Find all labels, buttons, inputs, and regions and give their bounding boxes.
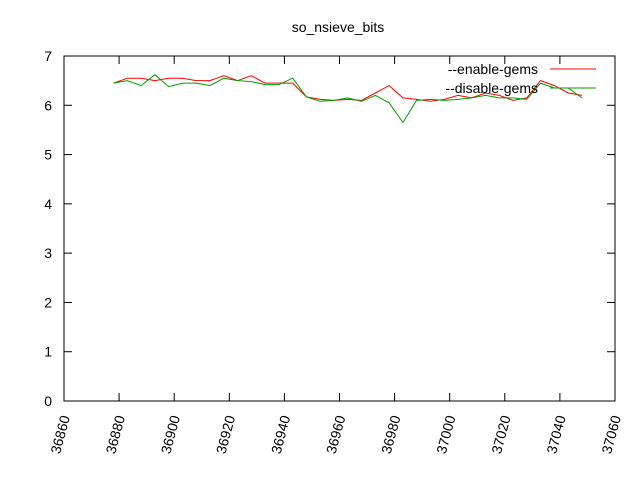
y-tick-label: 6 — [44, 97, 52, 113]
legend: --enable-gems --disable-gems — [445, 61, 596, 96]
x-tick-label: 36960 — [323, 413, 349, 455]
chart-title: so_nsieve_bits — [292, 19, 385, 35]
plot-frame — [63, 55, 616, 402]
y-tick-label: 2 — [44, 294, 52, 310]
x-tick-label: 37060 — [598, 413, 624, 455]
series-line-disable-gems — [113, 74, 583, 124]
legend-label: --disable-gems — [445, 80, 538, 96]
series-group — [113, 74, 583, 124]
x-axis: 36860 36880 36900 36920 36940 36960 36980 37000… — [47, 56, 624, 455]
series-line-enable-gems — [113, 75, 582, 102]
y-tick-label: 1 — [44, 344, 52, 360]
x-tick-label: 36920 — [213, 413, 239, 455]
x-tick-label: 37020 — [488, 413, 514, 455]
y-tick-label: 0 — [44, 393, 52, 409]
x-tick-label: 36900 — [158, 413, 184, 455]
legend-label: --enable-gems — [448, 61, 538, 77]
y-tick-label: 7 — [44, 48, 52, 64]
y-tick-label: 4 — [44, 196, 52, 212]
x-tick-label: 36940 — [268, 413, 294, 455]
x-tick-label: 36860 — [47, 413, 73, 455]
x-tick-label: 37040 — [543, 413, 569, 455]
y-tick-label: 3 — [44, 245, 52, 261]
x-tick-label: 36980 — [378, 413, 404, 455]
y-axis: 0 1 2 3 4 5 6 7 — [44, 48, 615, 409]
x-tick-label: 36880 — [102, 413, 128, 455]
y-tick-label: 5 — [44, 147, 52, 163]
x-tick-label: 37000 — [433, 413, 459, 455]
